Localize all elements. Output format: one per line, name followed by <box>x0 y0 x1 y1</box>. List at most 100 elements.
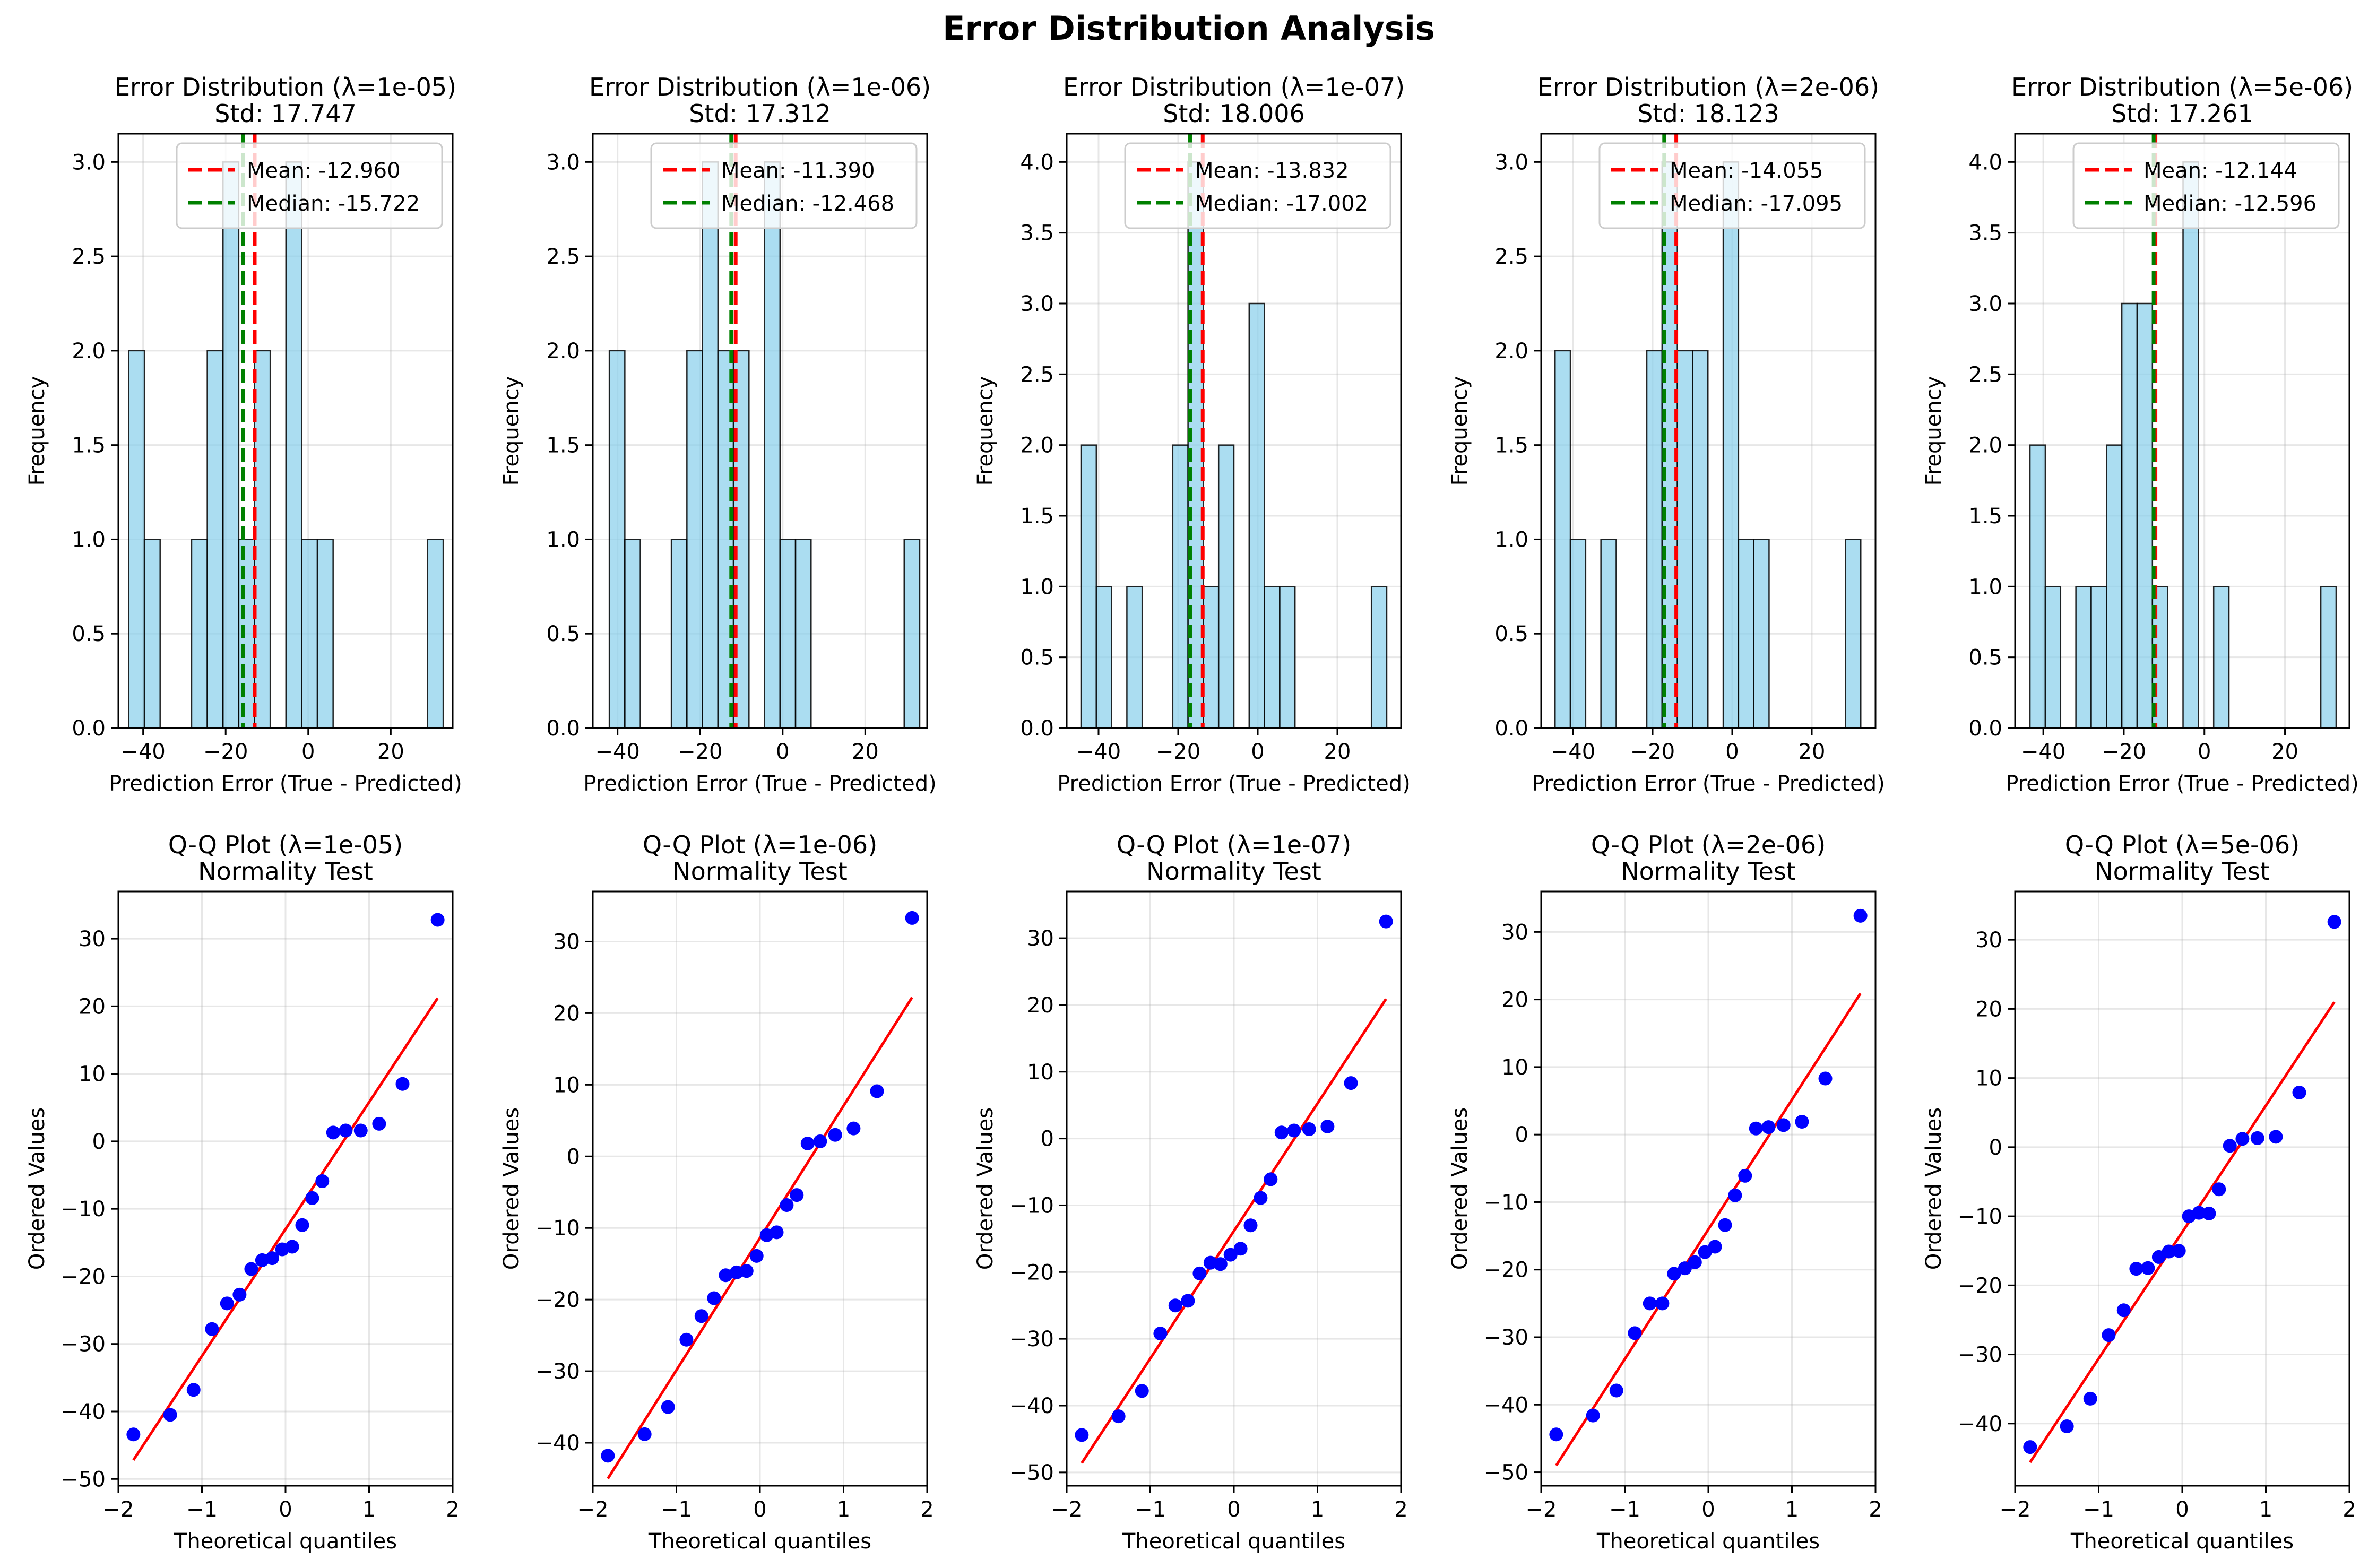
histogram-bar <box>1753 539 1770 729</box>
x-tick-label: −40 <box>1076 740 1121 764</box>
panel-subtitle: Std: 18.006 <box>1163 99 1305 128</box>
panel-10: Q-Q Plot (λ=5e-06)Normality Test−2 −1 0 1 2−… <box>1922 830 2356 1554</box>
y-tick-label: −20 <box>1009 1260 1054 1285</box>
y-axis-label: Ordered Values <box>973 1107 998 1270</box>
qq-point <box>1708 1240 1722 1254</box>
qq-point <box>326 1125 340 1140</box>
histogram-bar <box>764 161 781 729</box>
legend-median-label: Median: -12.596 <box>2143 192 2317 216</box>
y-tick-label: 0 <box>92 1130 106 1154</box>
x-tick-label: 0 <box>1227 1497 1240 1522</box>
qq-point <box>2192 1206 2206 1220</box>
qq-point <box>395 1077 410 1091</box>
x-tick-label: 20 <box>2271 740 2298 764</box>
qq-point <box>2141 1261 2155 1275</box>
x-axis-label: Prediction Error (True - Predicted) <box>1057 772 1410 796</box>
x-axis-label: Prediction Error (True - Predicted) <box>583 772 936 796</box>
histogram-bar <box>608 350 626 729</box>
qq-point <box>315 1174 330 1188</box>
y-tick-label: 20 <box>1501 988 1528 1012</box>
x-tick-label: 20 <box>1799 740 1826 764</box>
fit-line <box>1081 998 1387 1464</box>
y-tick-label: 3.5 <box>1020 221 1054 246</box>
y-tick-label: 3.0 <box>1494 150 1528 175</box>
histogram-bar <box>222 161 240 729</box>
histogram-bar <box>191 539 208 729</box>
histogram-bar <box>2320 586 2337 729</box>
qq-point <box>1233 1242 1248 1256</box>
x-axis-label: Theoretical quantiles <box>1122 1529 1345 1554</box>
y-tick-label: 0.0 <box>1968 716 2002 741</box>
qq-point <box>1264 1172 1278 1186</box>
legend-mean-label: Mean: -13.832 <box>1195 159 1349 183</box>
qq-point <box>126 1427 141 1442</box>
y-tick-label: 1.0 <box>1494 527 1528 552</box>
qq-point <box>1287 1123 1301 1138</box>
y-tick-label: 3.0 <box>1020 292 1054 316</box>
qq-point <box>1678 1261 1692 1276</box>
legend-median-label: Median: -17.095 <box>1670 192 1843 216</box>
y-tick-label: 0.5 <box>1494 622 1528 646</box>
x-tick-label: −1 <box>2083 1497 2114 1522</box>
qq-point <box>2250 1131 2264 1145</box>
y-tick-label: −40 <box>1958 1412 2002 1436</box>
panel-title: Error Distribution (λ=2e-06) <box>1537 73 1879 101</box>
panel-7: Q-Q Plot (λ=1e-06)Normality Test−2 −1 0 1 2−… <box>499 830 934 1554</box>
y-tick-label: 0.5 <box>1968 646 2002 670</box>
qq-point <box>1153 1327 1168 1341</box>
qq-point <box>1818 1071 1833 1086</box>
qq-point <box>265 1251 279 1266</box>
x-tick-label: 2 <box>920 1497 933 1522</box>
panel-2: Error Distribution (λ=1e-06)Std: 17.312 M… <box>499 73 937 796</box>
histogram-bar <box>1080 444 1097 729</box>
y-tick-label: −50 <box>61 1467 106 1492</box>
qq-point <box>430 913 445 927</box>
histogram-bar <box>2090 586 2107 729</box>
y-tick-label: 10 <box>553 1073 580 1097</box>
y-tick-label: 2.5 <box>1494 245 1528 269</box>
histogram-bar <box>1738 539 1754 729</box>
y-tick-label: 1.0 <box>546 527 580 552</box>
x-tick-label: −40 <box>1551 740 1595 764</box>
qq-point <box>1344 1076 1358 1090</box>
histogram-bar <box>1172 444 1189 729</box>
qq-point <box>739 1264 754 1278</box>
qq-point <box>1795 1115 1809 1129</box>
qq-point <box>2223 1139 2237 1153</box>
x-tick-label: 0 <box>279 1497 292 1522</box>
y-tick-label: 1.5 <box>1020 504 1054 529</box>
panel-subtitle: Normality Test <box>1146 857 1321 886</box>
y-tick-label: −10 <box>1958 1205 2002 1229</box>
x-tick-label: 0 <box>301 740 315 764</box>
y-tick-label: −10 <box>1484 1190 1528 1215</box>
qq-point <box>770 1225 784 1240</box>
histogram-bar <box>301 539 318 729</box>
fit-line <box>607 997 913 1479</box>
x-axis-label: Prediction Error (True - Predicted) <box>2006 772 2358 796</box>
histogram-bar <box>238 539 255 729</box>
histogram-bar <box>1722 161 1740 729</box>
x-tick-label: 1 <box>1311 1497 1324 1522</box>
y-tick-label: 20 <box>553 1001 580 1026</box>
y-tick-label: −40 <box>1484 1393 1528 1417</box>
histogram-bar <box>794 539 812 729</box>
y-tick-label: −30 <box>1958 1343 2002 1367</box>
panel-title: Q-Q Plot (λ=5e-06) <box>2065 830 2300 859</box>
y-axis-label: Ordered Values <box>25 1107 49 1270</box>
qq-point <box>828 1128 842 1142</box>
x-tick-label: −2 <box>1051 1497 1083 1522</box>
y-tick-label: −10 <box>1009 1193 1054 1218</box>
y-tick-label: 3.0 <box>546 150 580 175</box>
y-tick-label: 2.0 <box>1020 434 1054 458</box>
chart-panels: Error Distribution (λ=1e-05)Std: 17.747 M… <box>25 73 2359 1554</box>
histogram-bar <box>779 539 797 729</box>
x-tick-label: 2 <box>1869 1497 1882 1522</box>
x-tick-label: 0 <box>1251 740 1264 764</box>
qq-point <box>372 1116 386 1131</box>
qq-point <box>601 1449 615 1463</box>
x-axis-label: Theoretical quantiles <box>1596 1529 1820 1554</box>
panel-title: Q-Q Plot (λ=2e-06) <box>1591 830 1826 859</box>
qq-point <box>2327 915 2341 929</box>
y-tick-label: 1.5 <box>1494 434 1528 458</box>
fit-line <box>132 997 439 1461</box>
